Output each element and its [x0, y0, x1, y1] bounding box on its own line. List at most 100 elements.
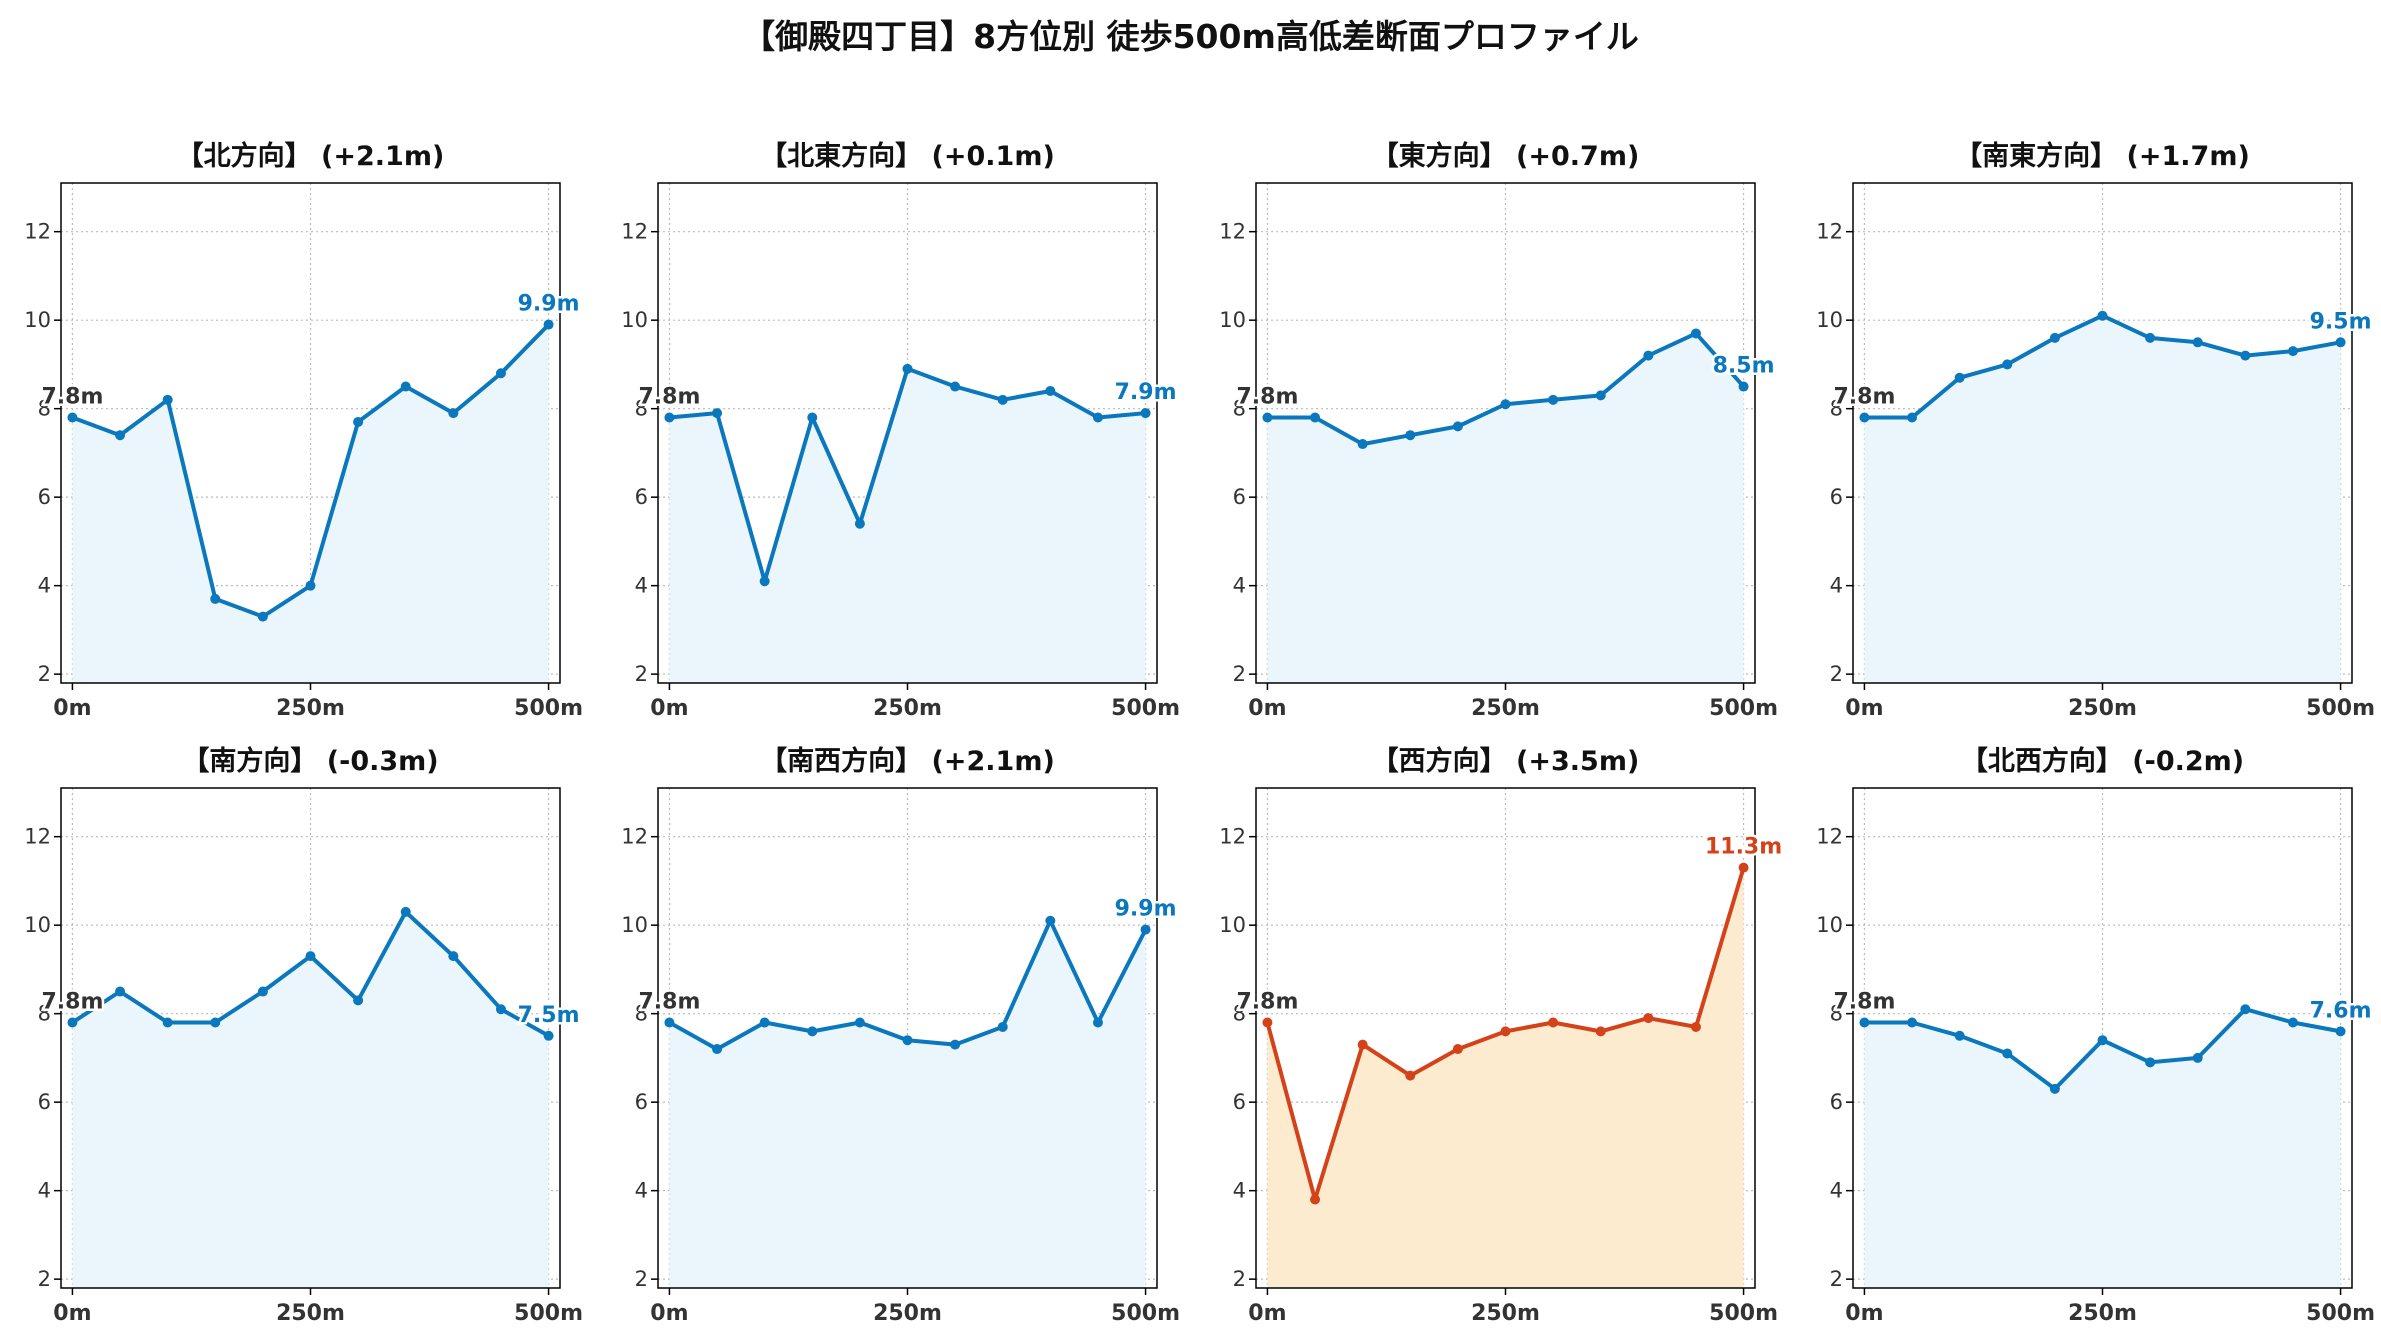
x-tick-label: 0m [53, 1301, 91, 1326]
elevation-area [1267, 333, 1744, 683]
end-elevation-label: 9.9m [518, 292, 580, 317]
profile-panel: 2 4 6 8 10 12 0m 250m 500m 【西方向】 (+3.5m) 7.8m 11.3m [1219, 745, 1784, 1326]
x-tick-label: 500m [1111, 1301, 1180, 1326]
y-tick-label: 8 [1233, 397, 1246, 421]
x-tick-label: 500m [514, 1301, 583, 1326]
elevation-point [854, 1017, 865, 1028]
x-tick-label: 250m [873, 1301, 942, 1326]
x-tick-label: 500m [514, 696, 583, 721]
y-tick-label: 12 [1816, 220, 1843, 244]
x-tick-label: 250m [1471, 696, 1540, 721]
elevation-point [1500, 1026, 1511, 1037]
elevation-point [210, 593, 221, 604]
elevation-point [257, 611, 268, 622]
elevation-point [2335, 337, 2346, 348]
elevation-point [353, 416, 364, 427]
y-tick-label: 2 [635, 662, 648, 686]
elevation-point [162, 394, 173, 405]
elevation-point [759, 576, 770, 587]
elevation-point [1907, 1017, 1918, 1028]
elevation-point [1452, 1044, 1463, 1055]
elevation-point [1140, 408, 1151, 419]
elevation-point [353, 995, 364, 1006]
x-tick-label: 0m [650, 1301, 688, 1326]
elevation-area [72, 911, 549, 1288]
elevation-point [210, 1017, 221, 1028]
elevation-point [1595, 390, 1606, 401]
elevation-point [1092, 412, 1103, 423]
elevation-point [997, 1021, 1008, 1032]
x-tick-label: 250m [2068, 696, 2137, 721]
elevation-point [1045, 915, 1056, 926]
elevation-point [902, 363, 913, 374]
elevation-point [2335, 1026, 2346, 1037]
elevation-point [2097, 310, 2108, 321]
y-tick-label: 10 [621, 308, 648, 332]
y-tick-label: 2 [635, 1267, 648, 1291]
y-tick-label: 8 [38, 397, 51, 421]
panel-title: 【西方向】 (+3.5m) [1372, 745, 1640, 777]
elevation-point [2002, 1048, 2013, 1059]
elevation-point [1690, 328, 1701, 339]
elevation-point [1954, 1030, 1965, 1041]
elevation-point [902, 1035, 913, 1046]
y-tick-label: 10 [1219, 913, 1246, 937]
x-tick-label: 0m [1248, 1301, 1286, 1326]
elevation-point [950, 381, 961, 392]
elevation-point [2145, 1057, 2156, 1068]
elevation-point [1140, 924, 1151, 935]
profile-panel: 2 4 6 8 10 12 0m 250m 500m 【南西方向】 (+2.1m) 7.8m 9.9m [621, 745, 1180, 1326]
elevation-point [1595, 1026, 1606, 1037]
elevation-point [1357, 1039, 1368, 1050]
x-tick-label: 500m [2306, 1301, 2375, 1326]
y-tick-label: 8 [38, 1002, 51, 1026]
elevation-point [67, 412, 78, 423]
elevation-point [854, 518, 865, 529]
y-tick-label: 8 [635, 1002, 648, 1026]
y-tick-label: 4 [635, 574, 648, 598]
y-tick-label: 10 [24, 308, 51, 332]
elevation-point [997, 394, 1008, 405]
elevation-area [669, 368, 1146, 683]
elevation-point [2192, 1052, 2203, 1063]
x-tick-label: 250m [873, 696, 942, 721]
elevation-point [807, 412, 818, 423]
elevation-point [1405, 1070, 1416, 1081]
y-tick-label: 6 [1830, 1090, 1843, 1114]
y-tick-label: 4 [1830, 1179, 1843, 1203]
end-elevation-label: 9.9m [1115, 897, 1177, 922]
elevation-point [495, 368, 506, 379]
y-tick-label: 2 [38, 1267, 51, 1291]
panel-title: 【北西方向】 (-0.2m) [1961, 745, 2244, 777]
y-tick-label: 6 [38, 485, 51, 509]
y-tick-label: 2 [1233, 662, 1246, 686]
elevation-point [807, 1026, 818, 1037]
end-elevation-label: 8.5m [1713, 354, 1775, 379]
panel-title: 【南西方向】 (+2.1m) [760, 745, 1055, 777]
elevation-point [1045, 385, 1056, 396]
profile-panel: 2 4 6 8 10 12 0m 250m 500m 【南東方向】 (+1.7m) 7.8m 9.5m [1816, 140, 2375, 721]
elevation-point [495, 1004, 506, 1015]
panel-title: 【南東方向】 (+1.7m) [1955, 140, 2250, 172]
y-tick-label: 2 [1830, 662, 1843, 686]
profile-panel: 2 4 6 8 10 12 0m 250m 500m 【北東方向】 (+0.1m) 7.8m 7.9m [621, 140, 1180, 721]
elevation-point [115, 430, 126, 441]
elevation-point [1548, 394, 1559, 405]
start-elevation-label: 7.8m [1833, 990, 1895, 1015]
elevation-point [1310, 1194, 1321, 1205]
profile-panel: 2 4 6 8 10 12 0m 250m 500m 【北方向】 (+2.1m) 7.8m 9.9m [24, 140, 583, 721]
end-elevation-label: 7.5m [518, 1003, 580, 1028]
elevation-point [1262, 1017, 1273, 1028]
y-tick-label: 6 [635, 1090, 648, 1114]
elevation-point [1643, 1013, 1654, 1024]
elevation-point [1859, 1017, 1870, 1028]
y-tick-label: 10 [1816, 913, 1843, 937]
elevation-point [664, 412, 675, 423]
elevation-point [712, 408, 723, 419]
y-tick-label: 12 [621, 825, 648, 849]
x-tick-label: 500m [1709, 696, 1778, 721]
y-tick-label: 4 [635, 1179, 648, 1203]
x-tick-label: 500m [1709, 1301, 1778, 1326]
y-tick-label: 12 [1219, 825, 1246, 849]
x-tick-label: 250m [2068, 1301, 2137, 1326]
